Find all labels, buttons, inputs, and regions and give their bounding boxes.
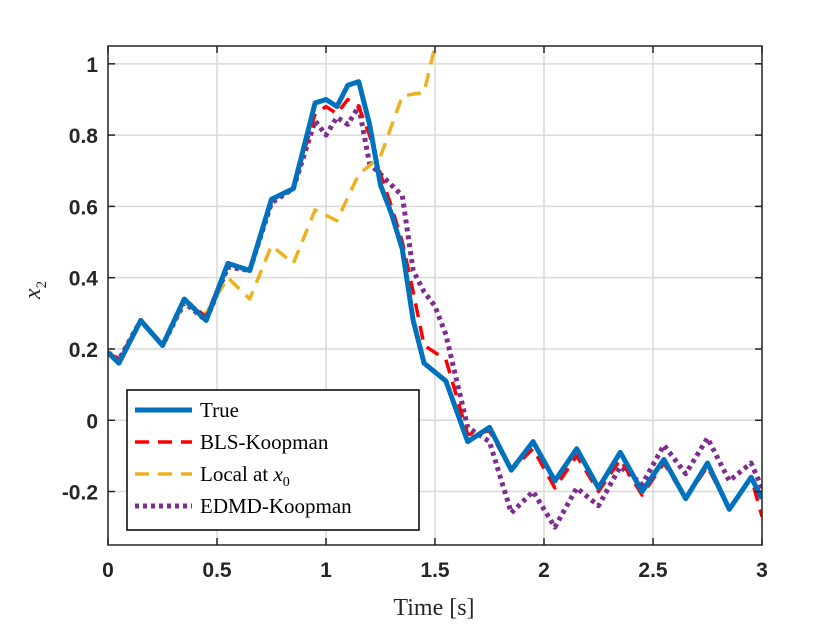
legend: True BLS-Koopman Local at x0 EDMD-Koopman (126, 389, 420, 531)
series-layer (108, 46, 762, 530)
series-line-true (108, 79, 762, 512)
legend-label: BLS-Koopman (200, 430, 329, 454)
x-tick-label: 2.5 (638, 559, 668, 582)
y-tick-label: 0.2 (69, 339, 98, 362)
y-axis-label-subscript: 2 (34, 281, 50, 289)
x-tick-label: 1 (320, 559, 332, 582)
y-axis-label: x2 (20, 281, 50, 300)
y-tick-label: 0 (86, 410, 98, 433)
x-tick-label: 2 (538, 559, 550, 582)
legend-label: True (200, 398, 239, 422)
y-tick-label: -0.2 (62, 482, 98, 505)
x-tick-label: 0.5 (202, 559, 232, 582)
x-tick-label: 1.5 (420, 559, 450, 582)
y-tick-label: 0.6 (69, 196, 98, 219)
x-axis-label: Time [s] (393, 595, 474, 621)
y-tick-label: 0.4 (69, 268, 99, 291)
legend-label: EDMD-Koopman (200, 494, 352, 518)
y-tick-label: 0.8 (69, 125, 99, 148)
x-tick-label: 0 (102, 559, 114, 582)
axis-ticks: 0 0.5 1 1.5 2 2.5 3 -0.2 0 0.2 0.4 0.6 0.8 1 (62, 46, 768, 582)
legend-label: Local at x0 (200, 462, 290, 490)
y-tick-label: 1 (86, 54, 98, 77)
x-tick-label: 3 (756, 559, 768, 582)
